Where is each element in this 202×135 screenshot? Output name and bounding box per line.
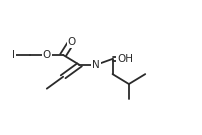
Text: O: O bbox=[67, 37, 76, 47]
Text: O: O bbox=[43, 50, 51, 60]
Text: N: N bbox=[92, 60, 100, 70]
Text: OH: OH bbox=[117, 54, 133, 64]
Text: I: I bbox=[12, 50, 15, 60]
